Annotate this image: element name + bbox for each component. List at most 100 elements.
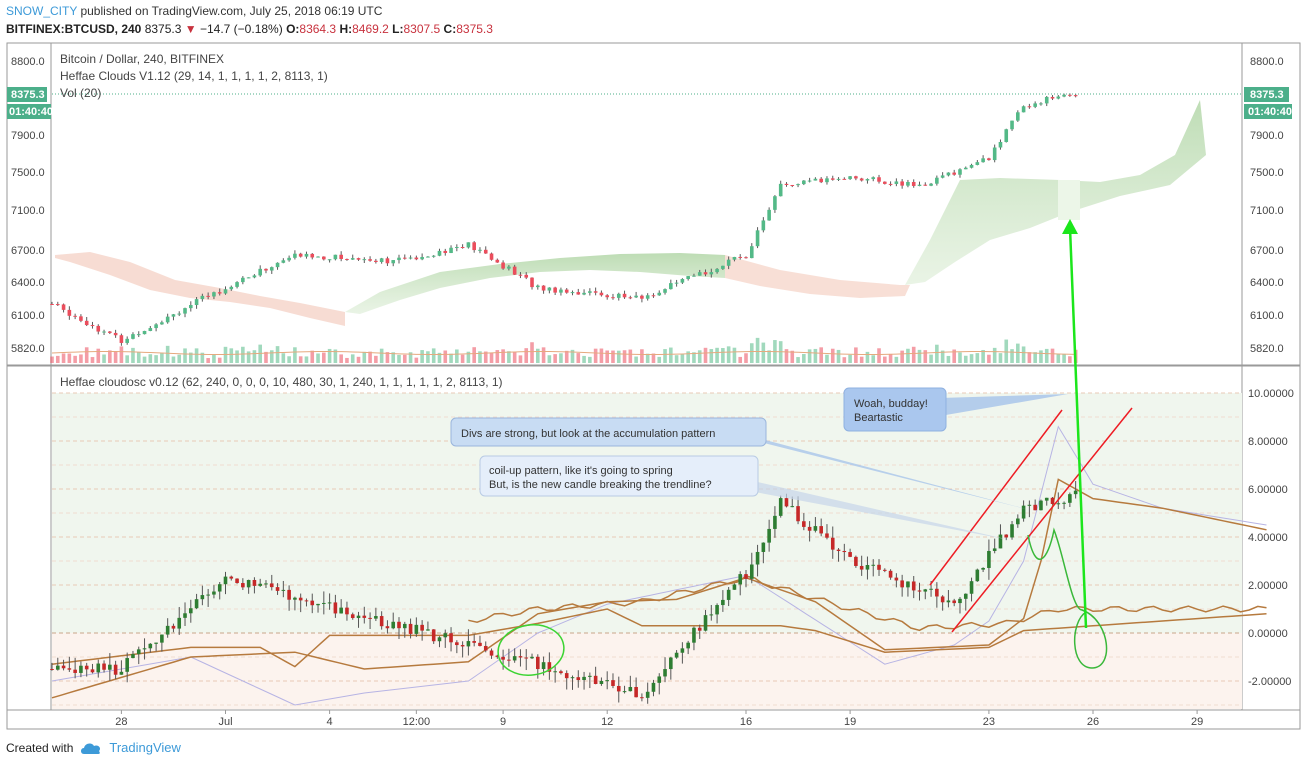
price-candle-body — [744, 257, 748, 259]
price-candle-body — [177, 313, 182, 315]
osc-candle-body — [611, 680, 615, 686]
volume-bar — [640, 349, 644, 363]
osc-candle-body — [588, 675, 592, 677]
volume-bar — [287, 356, 291, 363]
osc-candle-body — [530, 656, 534, 659]
price-candle-body — [55, 304, 60, 306]
osc-tick-label: 10.00000 — [1248, 388, 1294, 400]
osc-candle-body — [385, 626, 390, 629]
osc-candle-body — [877, 564, 881, 570]
osc-candle-body — [426, 629, 430, 631]
price-candle-body — [524, 274, 529, 278]
volume-bar — [241, 346, 245, 363]
volume-bar — [761, 342, 766, 363]
volume-bar — [703, 347, 708, 363]
trendline-lower[interactable] — [951, 407, 1133, 633]
price-candle-body — [264, 268, 268, 271]
price-scale-left[interactable]: 8800.0 7900.0 7500.0 7100.0 6700.0 6400.0 6100… — [11, 56, 45, 355]
osc-candle-body — [119, 671, 124, 675]
osc-candle-body — [1044, 497, 1049, 501]
osc-candle-body — [715, 605, 719, 615]
volume-bar — [969, 354, 974, 363]
osc-candle-body — [345, 607, 349, 615]
price-tick-right-label: 7100.0 — [1250, 205, 1284, 217]
volume-bar — [1010, 349, 1014, 363]
osc-signal-line — [51, 425, 1267, 706]
osc-candle-body — [969, 581, 974, 594]
volume-bar — [443, 350, 448, 363]
projection-curve[interactable] — [1027, 527, 1108, 669]
tradingview-link[interactable]: TradingView — [109, 740, 181, 755]
price-candle-body — [686, 276, 690, 280]
volume-bar — [391, 352, 396, 363]
volume-bar — [935, 344, 939, 363]
osc-candle-body — [73, 669, 77, 673]
volume-bar — [894, 356, 899, 363]
volume-bar — [1027, 352, 1032, 363]
osc-candle-body — [958, 598, 962, 604]
volume-bar — [136, 352, 141, 363]
osc-tick-label: 2.00000 — [1248, 580, 1288, 592]
price-pane[interactable] — [6, 42, 1301, 366]
volume-bar — [593, 348, 598, 363]
callout-3-box[interactable] — [843, 387, 947, 432]
osc-scale-right[interactable]: 10.00000 8.00000 6.00000 4.00000 2.00000 0.00… — [1248, 388, 1294, 688]
price-candle-body — [709, 272, 714, 275]
volume-bar — [125, 355, 129, 363]
osc-candle-body — [634, 686, 638, 698]
osc-candle-body — [1056, 503, 1061, 505]
price-candle-body — [778, 183, 783, 197]
osc-candle-body — [495, 655, 500, 657]
price-candle-body — [657, 292, 662, 296]
price-scale-right[interactable]: 8800.0 7900.0 7500.0 7100.0 6700.0 6400.0 6100… — [1250, 56, 1284, 355]
osc-candle-body — [536, 656, 540, 670]
time-tick-label: 9 — [500, 716, 506, 728]
volume-bar — [1033, 352, 1037, 363]
osc-candle-body — [692, 627, 696, 643]
volume-bar — [206, 358, 210, 363]
osc-candle-body — [923, 589, 928, 592]
osc-candle-body — [189, 608, 193, 614]
price-candle-body — [697, 272, 702, 276]
projection-arrow-line[interactable] — [1068, 227, 1088, 629]
price-candle-body — [1004, 129, 1009, 142]
price-candle-body — [252, 275, 257, 278]
time-axis[interactable]: 28 Jul 4 12:00 9 12 16 19 23 26 29 — [115, 710, 1203, 728]
volume-bar — [651, 353, 656, 363]
osc-candle-body — [333, 602, 338, 614]
author-link[interactable]: SNOW_CITY — [6, 4, 78, 18]
osc-candle-body — [576, 677, 581, 681]
osc-candle-body — [871, 564, 876, 566]
osc-candle-body — [553, 671, 557, 673]
osc-candle-body — [258, 583, 262, 586]
price-tick-left-label: 6400.0 — [11, 277, 45, 289]
callout-2-box[interactable] — [479, 455, 759, 497]
time-tick-label: 29 — [1191, 716, 1203, 728]
volume-bar — [825, 354, 829, 363]
volume-bar — [165, 345, 170, 363]
osc-candle-body — [229, 576, 234, 579]
price-candle-body — [767, 209, 771, 221]
footer: Created with TradingView — [6, 740, 181, 755]
volume-bar — [784, 349, 789, 363]
price-candle-body — [136, 334, 141, 336]
osc-candle-body — [773, 515, 777, 529]
accumulation-circle[interactable] — [495, 621, 567, 680]
osc-candle-body — [431, 629, 436, 642]
osc-candle-body — [1021, 505, 1026, 519]
price-candle-body — [426, 256, 430, 258]
callout-1-box[interactable] — [450, 417, 767, 447]
volume-bar — [420, 350, 424, 363]
price-candle-body — [1056, 96, 1061, 99]
osc-candle-body — [1073, 490, 1078, 495]
volume-bar — [749, 343, 754, 363]
volume-bar — [998, 353, 1003, 363]
volume-bar — [674, 355, 679, 363]
osc-candle-body — [854, 556, 858, 566]
callout-2-line2: But, is the new candle breaking the tren… — [489, 479, 712, 491]
price-candle-body — [576, 292, 581, 295]
price-candle-body — [431, 255, 436, 257]
osc-candle-body — [61, 665, 66, 669]
trendline-upper[interactable] — [929, 409, 1063, 586]
